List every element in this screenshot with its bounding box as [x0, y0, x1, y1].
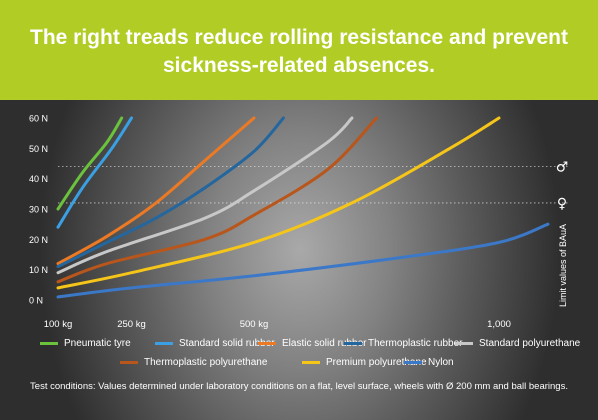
- chart-grid: [58, 166, 568, 204]
- legend-item: Pneumatic tyre: [40, 338, 131, 349]
- x-tick-label: 500 kg: [240, 319, 269, 330]
- series-line-premium-polyurethane: [56, 116, 501, 290]
- legend-swatch: [302, 361, 320, 364]
- limit-markers: ♂♀: [556, 160, 569, 212]
- legend-label: Standard polyurethane: [479, 338, 581, 349]
- legend-item: Standard polyurethane: [455, 338, 580, 349]
- x-axis-ticks: 100 kg 250 kg 500 kg 1,000: [44, 319, 511, 330]
- series-line-standard-solid-rubber: [56, 116, 133, 229]
- y-tick-label: 50 N: [29, 144, 48, 154]
- female-symbol-icon: ♀: [557, 196, 567, 212]
- legend-label: Nylon: [428, 357, 454, 368]
- legend-label: Thermoplastic rubber: [368, 338, 463, 349]
- legend-swatch: [120, 361, 138, 364]
- series-line-thermoplastic-rubber: [56, 116, 285, 269]
- headline-line-1: The right treads reduce rolling resistan…: [30, 26, 568, 49]
- y-tick-label: 60 N: [29, 114, 48, 124]
- y-tick-label: 10 N: [29, 265, 48, 275]
- legend-item: Premium polyurethane: [302, 357, 427, 368]
- chart-series: [56, 116, 550, 299]
- series-line-elastic-solid-rubber: [56, 116, 256, 266]
- legend-swatch: [404, 361, 422, 364]
- legend-label: Standard solid rubber: [179, 338, 275, 349]
- legend-swatch: [155, 342, 173, 345]
- y-tick-label: 0 N: [29, 296, 43, 306]
- test-conditions-footnote: Test conditions: Values determined under…: [30, 381, 568, 392]
- legend-label: Premium polyurethane: [326, 357, 427, 368]
- legend-item: Nylon: [404, 357, 454, 368]
- headline: The right treads reduce rolling resistan…: [0, 24, 598, 80]
- legend-item: Standard solid rubber: [155, 338, 275, 349]
- x-tick-label: 100 kg: [44, 319, 73, 330]
- y-axis-ticks: 0 N 10 N 20 N 30 N 40 N 50 N 60 N: [29, 114, 48, 306]
- headline-line-2: sickness-related absences.: [163, 54, 435, 77]
- legend-swatch: [258, 342, 276, 345]
- legend-item: Thermoplastic polyurethane: [120, 357, 267, 368]
- legend-swatch: [455, 342, 473, 345]
- y-tick-label: 20 N: [29, 235, 48, 245]
- male-symbol-icon: ♂: [556, 160, 569, 176]
- x-tick-label: 1,000: [487, 319, 511, 330]
- legend-label: Thermoplastic polyurethane: [144, 357, 268, 368]
- legend-swatch: [344, 342, 362, 345]
- series-line-thermoplastic-polyurethane: [56, 116, 378, 284]
- series-line-pneumatic-tyre: [56, 116, 124, 211]
- headline-banner: [0, 0, 598, 100]
- y-tick-label: 40 N: [29, 174, 48, 184]
- series-line-nylon: [56, 222, 550, 299]
- legend-label: Pneumatic tyre: [64, 338, 131, 349]
- legend-label: Elastic solid rubber: [282, 338, 367, 349]
- legend-item: Thermoplastic rubber: [344, 338, 462, 349]
- legend-swatch: [40, 342, 58, 345]
- series-line-standard-polyurethane: [56, 116, 354, 275]
- right-axis-label: Limit values of BAuA: [558, 224, 568, 307]
- y-tick-label: 30 N: [29, 205, 48, 215]
- x-tick-label: 250 kg: [117, 319, 146, 330]
- legend-item: Elastic solid rubber: [258, 338, 366, 349]
